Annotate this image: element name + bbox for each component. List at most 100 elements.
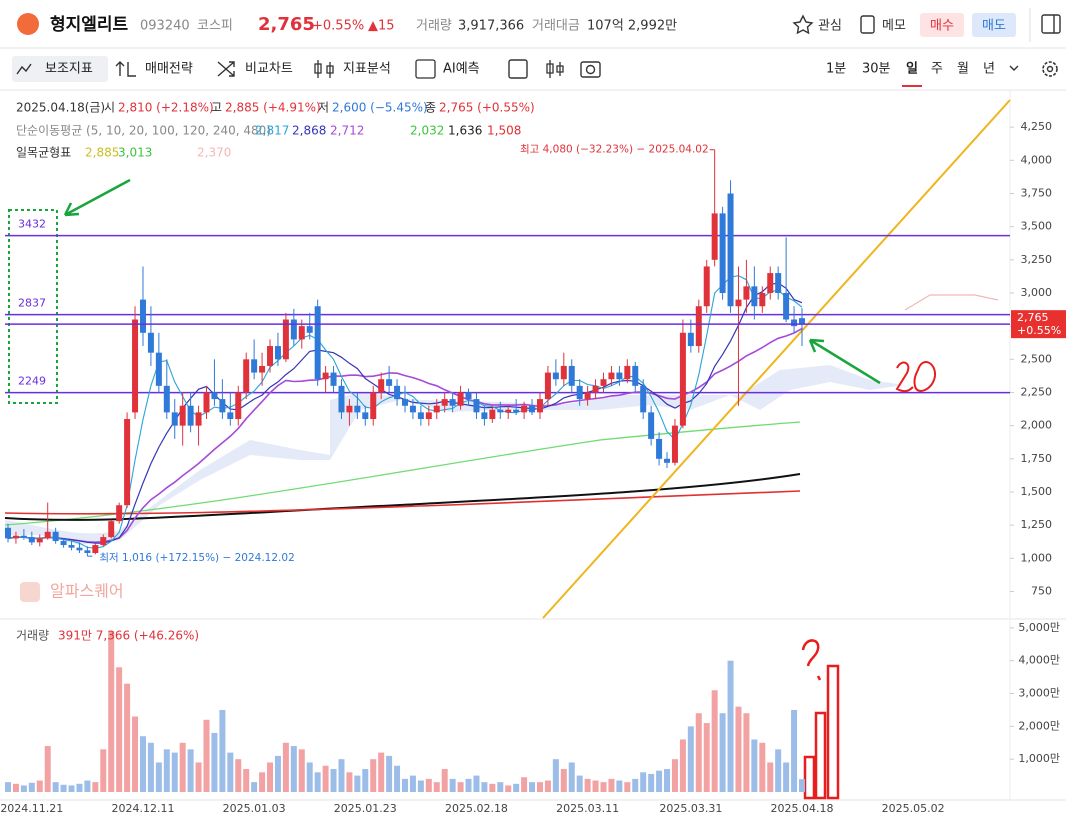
volume-tick-label: 2,000만: [1018, 719, 1060, 732]
volume-bar: [354, 775, 361, 792]
candle-body: [282, 319, 289, 360]
candle-body: [370, 392, 377, 420]
candle-body: [235, 392, 242, 420]
candle-body: [521, 405, 528, 413]
candle-body: [751, 286, 758, 307]
period-button[interactable]: 1분: [826, 62, 846, 77]
candle-body: [5, 527, 11, 539]
ma-line: [7, 327, 803, 544]
candle-body: [36, 538, 43, 543]
annotation-arrow: [808, 338, 881, 385]
volume-bar: [108, 631, 115, 792]
handwriting: [895, 361, 937, 393]
volume-bar: [274, 755, 281, 792]
candle-body: [346, 405, 353, 413]
candle-body: [267, 346, 274, 366]
volume-bar: [679, 739, 686, 792]
candle-body: [513, 409, 520, 413]
y-tick-label: 3,500: [1021, 220, 1053, 233]
candle-body: [12, 535, 19, 539]
handwriting: [801, 639, 822, 681]
ma-line: [4, 421, 801, 526]
x-tick-label: 2024.12.11: [111, 802, 174, 815]
period-dropdown[interactable]: [1009, 65, 1019, 71]
candle-body: [108, 521, 115, 538]
volume-bar: [84, 780, 91, 792]
panel-icon[interactable]: [1041, 14, 1061, 34]
candle-body: [409, 405, 416, 413]
candle-body: [52, 531, 59, 542]
legend-label: 저: [318, 101, 329, 115]
volume-bar: [616, 780, 623, 792]
candle-body: [394, 385, 401, 400]
candle-body: [76, 547, 83, 551]
ma-value: 1,508: [487, 124, 521, 138]
candle-body: [378, 379, 385, 393]
volume-bar: [243, 769, 250, 792]
period-button[interactable]: 년: [983, 62, 995, 77]
candle-body: [695, 306, 702, 347]
volume-bar: [251, 782, 258, 792]
memo-icon[interactable]: [860, 15, 875, 34]
volume-bar: [743, 713, 750, 792]
volume-bar: [703, 723, 710, 792]
star-icon[interactable]: [792, 14, 814, 35]
volume-bar: [20, 785, 27, 792]
y-tick-label: 3,750: [1021, 186, 1053, 199]
volume-bar: [100, 749, 107, 792]
volume-bar: [735, 706, 742, 792]
candle-body: [203, 392, 210, 413]
y-tick-label: 2,250: [1021, 385, 1053, 398]
period-button[interactable]: 30분: [862, 62, 891, 77]
volume-bar: [267, 762, 274, 792]
camera-tool[interactable]: [580, 61, 601, 78]
tool-button[interactable]: 매매전략: [145, 62, 193, 77]
candle-body: [84, 550, 91, 553]
ma-value: 2,868: [292, 124, 326, 138]
volume-bar: [648, 773, 655, 792]
candle-body: [44, 531, 51, 539]
candle-body: [529, 405, 536, 413]
candle-body: [679, 332, 686, 426]
sell-button-bg[interactable]: [972, 13, 1016, 37]
last-change: +0.55%: [1017, 324, 1061, 337]
volume-bar: [362, 769, 369, 792]
sell-button[interactable]: 매도: [982, 19, 1006, 34]
candle-body: [664, 458, 671, 463]
buy-button-bg[interactable]: [920, 13, 964, 37]
candle-body: [505, 409, 512, 413]
square-tool[interactable]: [508, 59, 528, 79]
volume-tick-label: 1,000만: [1018, 752, 1060, 765]
volume-bar: [171, 752, 178, 792]
favorite-button[interactable]: 관심: [818, 19, 842, 34]
period-button-active[interactable]: 일: [906, 62, 918, 77]
volume-bar: [386, 755, 393, 792]
tool-button[interactable]: 비교차트: [245, 62, 293, 77]
candle-body: [155, 352, 162, 386]
watermark: 알파스퀘어: [50, 582, 124, 601]
legend-low: 2,600 (−5.45%): [332, 101, 428, 115]
candle-body: [600, 379, 607, 386]
legend-label: 고: [211, 101, 222, 115]
volume-bar: [409, 775, 416, 792]
annotation-arrow: [63, 178, 131, 217]
candle-body: [656, 438, 663, 459]
buy-button[interactable]: 매수: [930, 19, 954, 34]
candle-body: [259, 365, 266, 373]
period-button[interactable]: 월: [957, 62, 969, 77]
tool-button[interactable]: 보조지표: [45, 62, 93, 77]
candle-body: [465, 392, 472, 400]
memo-button[interactable]: 메모: [882, 19, 906, 34]
candle-body: [791, 319, 798, 327]
tool-active-bg[interactable]: [12, 56, 108, 82]
volume-bar: [12, 783, 19, 792]
tool-button[interactable]: AI예측: [443, 62, 480, 77]
volume-bar: [576, 775, 583, 792]
candle-body: [219, 399, 226, 413]
settings-icon[interactable]: [1042, 61, 1058, 77]
volume-bar: [330, 769, 337, 792]
tool-button[interactable]: 지표분석: [343, 62, 391, 77]
candle-body: [592, 385, 599, 393]
chart-type-tool[interactable]: [546, 60, 564, 78]
period-button[interactable]: 주: [931, 62, 943, 77]
